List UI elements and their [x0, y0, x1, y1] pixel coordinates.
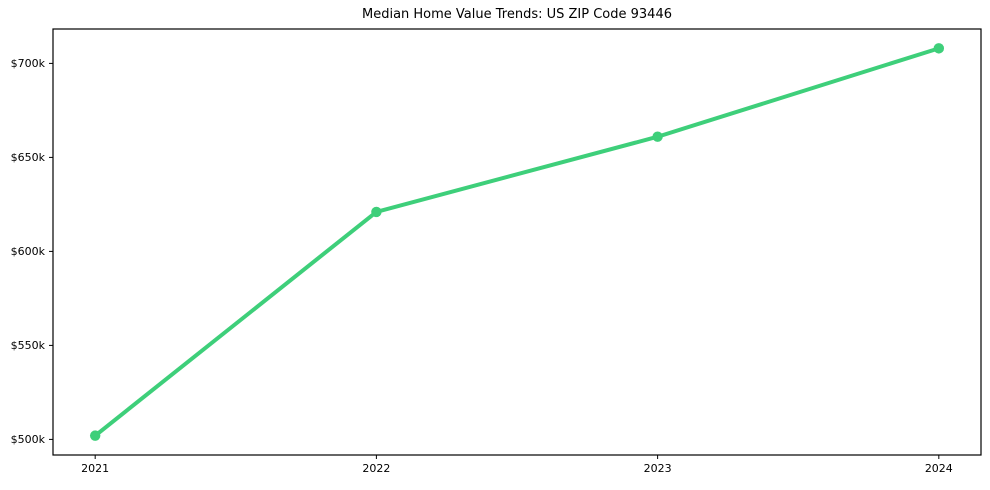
y-tick-label: $600k — [11, 245, 46, 258]
y-tick-label: $500k — [11, 433, 46, 446]
data-point-marker — [933, 43, 945, 54]
data-point-marker — [371, 206, 382, 218]
data-line — [93, 46, 941, 438]
data-point-marker — [652, 131, 663, 142]
y-tick-label: $700k — [11, 57, 46, 70]
x-tick-label: 2021 — [81, 462, 109, 475]
y-tick-label: $650k — [11, 151, 46, 164]
chart-title: Median Home Value Trends: US ZIP Code 93… — [361, 7, 672, 22]
y-tick-label: $550k — [11, 339, 46, 352]
data-point-marker — [89, 430, 101, 441]
x-tick-label: 2022 — [362, 462, 390, 475]
x-tick-label: 2023 — [644, 462, 672, 475]
x-tick-label: 2024 — [925, 462, 953, 475]
plot-border — [52, 28, 982, 456]
